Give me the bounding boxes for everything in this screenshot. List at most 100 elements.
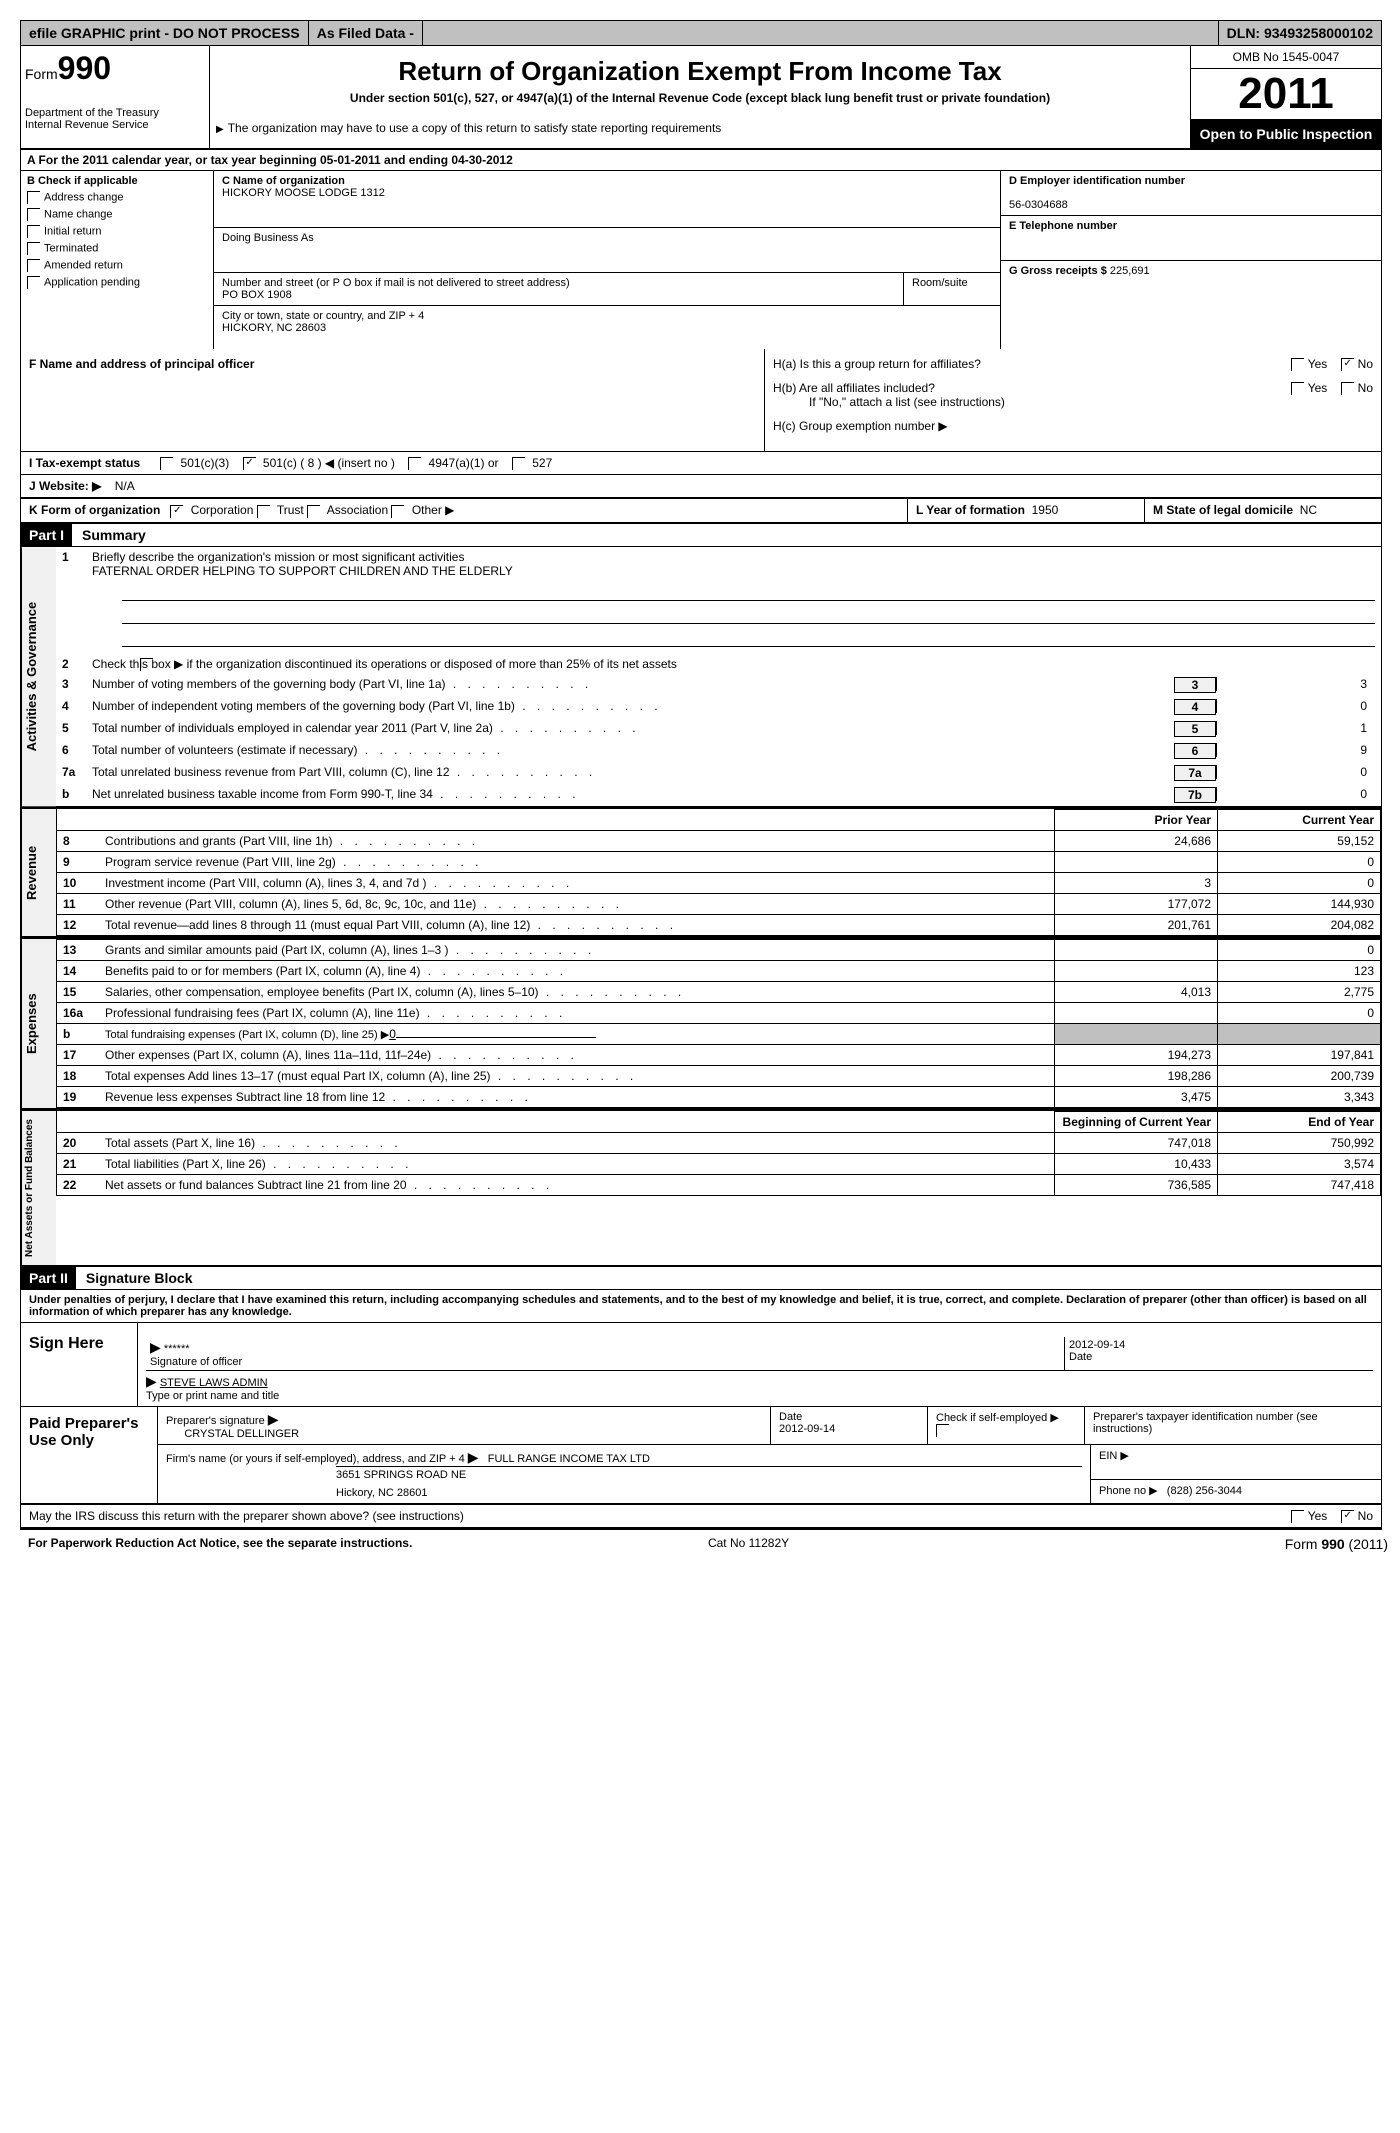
chk-line2[interactable] xyxy=(140,658,153,671)
lbl-discuss-no: No xyxy=(1358,1509,1373,1523)
form-number-box: Form990 Department of the Treasury Inter… xyxy=(21,46,210,148)
chk-self-employed[interactable] xyxy=(936,1424,949,1437)
sign-content: ▶ ****** Signature of officer 2012-09-14… xyxy=(138,1323,1381,1406)
lbl-pending: Application pending xyxy=(44,276,140,288)
prep-date-label: Date xyxy=(779,1411,802,1423)
firm-name: FULL RANGE INCOME TAX LTD xyxy=(488,1453,650,1465)
chk-ha-no[interactable] xyxy=(1341,358,1354,371)
sig-date-label: Date xyxy=(1069,1351,1092,1363)
chk-hb-no[interactable] xyxy=(1341,382,1354,395)
officer-signature: ****** xyxy=(164,1343,190,1355)
row-j-website: J Website: ▶ N/A xyxy=(21,475,1381,499)
chk-assoc[interactable] xyxy=(307,505,320,518)
governance-tab: Activities & Governance xyxy=(21,547,56,806)
gov-line-4: 4 Number of independent voting members o… xyxy=(56,696,1381,718)
netassets-tab: Net Assets or Fund Balances xyxy=(21,1111,56,1265)
lbl-corp: Corporation xyxy=(191,503,254,517)
row-k-org-form: K Form of organization Corporation Trust… xyxy=(21,499,1381,523)
firm-addr: 3651 SPRINGS ROAD NE xyxy=(336,1466,1082,1481)
chk-trust[interactable] xyxy=(257,505,270,518)
chk-terminated[interactable] xyxy=(27,242,40,255)
chk-527[interactable] xyxy=(512,457,525,470)
line1-text: Briefly describe the organization's miss… xyxy=(92,550,464,564)
chk-initial-return[interactable] xyxy=(27,225,40,238)
chk-hb-yes[interactable] xyxy=(1291,382,1304,395)
gov-line-6: 6 Total number of volunteers (estimate i… xyxy=(56,740,1381,762)
gov-line-3: 3 Number of voting members of the govern… xyxy=(56,674,1381,696)
form-subtitle: Under section 501(c), 527, or 4947(a)(1)… xyxy=(216,91,1184,105)
row-k-label: K Form of organization xyxy=(29,503,160,517)
row-j-label: J Website: ▶ xyxy=(29,479,101,493)
addr-label: Number and street (or P O box if mail is… xyxy=(222,277,570,289)
dln-field: DLN: 93493258000102 xyxy=(1218,21,1381,45)
revenue-content: Prior YearCurrent Year8Contributions and… xyxy=(56,809,1381,936)
title-box: Return of Organization Exempt From Incom… xyxy=(210,46,1190,148)
dln-label: DLN: xyxy=(1227,25,1260,41)
mission-line-3 xyxy=(122,628,1375,647)
form-label: Form xyxy=(25,66,58,82)
state-domicile-label: M State of legal domicile xyxy=(1153,503,1293,517)
governance-section: Activities & Governance 1 Briefly descri… xyxy=(21,547,1381,807)
dept-label: Department of the Treasury xyxy=(25,107,205,119)
self-employed-label: Check if self-employed ▶ xyxy=(936,1412,1059,1424)
year-formation-label: L Year of formation xyxy=(916,503,1025,517)
sign-here-label: Sign Here xyxy=(21,1323,138,1406)
chk-4947[interactable] xyxy=(408,457,421,470)
expenses-content: 13Grants and similar amounts paid (Part … xyxy=(56,939,1381,1108)
chk-discuss-yes[interactable] xyxy=(1291,1510,1304,1523)
firm-phone-label: Phone no ▶ xyxy=(1099,1485,1158,1497)
chk-ha-yes[interactable] xyxy=(1291,358,1304,371)
discuss-row: May the IRS discuss this return with the… xyxy=(21,1505,1381,1529)
efile-notice: efile GRAPHIC print - DO NOT PROCESS xyxy=(21,21,309,45)
hb-note: If "No," attach a list (see instructions… xyxy=(773,395,1005,409)
chk-amended[interactable] xyxy=(27,259,40,272)
part-ii-title: Signature Block xyxy=(76,1270,193,1286)
dln-value: 93493258000102 xyxy=(1264,25,1373,41)
year-formation: 1950 xyxy=(1032,503,1059,517)
cat-number: Cat No 11282Y xyxy=(708,1536,789,1552)
chk-501c3[interactable] xyxy=(160,457,173,470)
mission-line-1 xyxy=(122,582,1375,601)
chk-pending[interactable] xyxy=(27,276,40,289)
line2-text: Check this box ▶ if the organization dis… xyxy=(92,657,1375,671)
row-a-tax-year: A For the 2011 calendar year, or tax yea… xyxy=(21,150,1381,171)
netassets-table: Beginning of Current YearEnd of Year20To… xyxy=(56,1111,1381,1196)
form-footer-label: Form 990 (2011) xyxy=(1285,1536,1388,1552)
city-label: City or town, state or country, and ZIP … xyxy=(222,310,424,322)
chk-501c[interactable] xyxy=(243,457,256,470)
website-value: N/A xyxy=(115,479,135,493)
lbl-other: Other ▶ xyxy=(412,503,455,517)
gross-receipts-label: G Gross receipts $ xyxy=(1009,265,1107,277)
year-box: OMB No 1545-0047 2011 Open to Public Ins… xyxy=(1190,46,1381,148)
chk-discuss-no[interactable] xyxy=(1341,1510,1354,1523)
principal-officer: F Name and address of principal officer xyxy=(21,349,765,451)
group-return-section: H(a) Is this a group return for affiliat… xyxy=(765,349,1381,451)
mission-line-2 xyxy=(122,605,1375,624)
part-i-header: Part I Summary xyxy=(21,524,1381,547)
netassets-section: Net Assets or Fund Balances Beginning of… xyxy=(21,1109,1381,1267)
lbl-terminated: Terminated xyxy=(44,242,98,254)
prep-name: CRYSTAL DELLINGER xyxy=(184,1428,299,1440)
perjury-declaration: Under penalties of perjury, I declare th… xyxy=(21,1290,1381,1323)
chk-name-change[interactable] xyxy=(27,208,40,221)
sig-date: 2012-09-14 xyxy=(1069,1339,1125,1351)
paid-content: Preparer's signature ▶ CRYSTAL DELLINGER… xyxy=(158,1407,1381,1503)
lbl-501c3: 501(c)(3) xyxy=(181,456,230,470)
officer-label: F Name and address of principal officer xyxy=(29,357,254,371)
ptin-label: Preparer's taxpayer identification numbe… xyxy=(1085,1407,1381,1444)
paid-preparer-section: Paid Preparer's Use Only Preparer's sign… xyxy=(21,1407,1381,1505)
hc-label: H(c) Group exemption number ▶ xyxy=(773,419,1373,433)
lbl-4947: 4947(a)(1) or xyxy=(429,456,499,470)
firm-label: Firm's name (or yours if self-employed),… xyxy=(166,1453,465,1465)
netassets-content: Beginning of Current YearEnd of Year20To… xyxy=(56,1111,1381,1265)
chk-address-change[interactable] xyxy=(27,191,40,204)
chk-corp[interactable] xyxy=(170,505,183,518)
fh-row: F Name and address of principal officer … xyxy=(21,349,1381,452)
chk-other[interactable] xyxy=(391,505,404,518)
row-i-tax-status: I Tax-exempt status 501(c)(3) 501(c) ( 8… xyxy=(21,452,1381,475)
column-b-checkboxes: B Check if applicable Address change Nam… xyxy=(21,171,214,349)
part-i-title: Summary xyxy=(72,527,146,543)
lbl-trust: Trust xyxy=(277,503,304,517)
officer-name: STEVE LAWS ADMIN xyxy=(160,1377,268,1389)
ha-label: H(a) Is this a group return for affiliat… xyxy=(773,357,981,371)
